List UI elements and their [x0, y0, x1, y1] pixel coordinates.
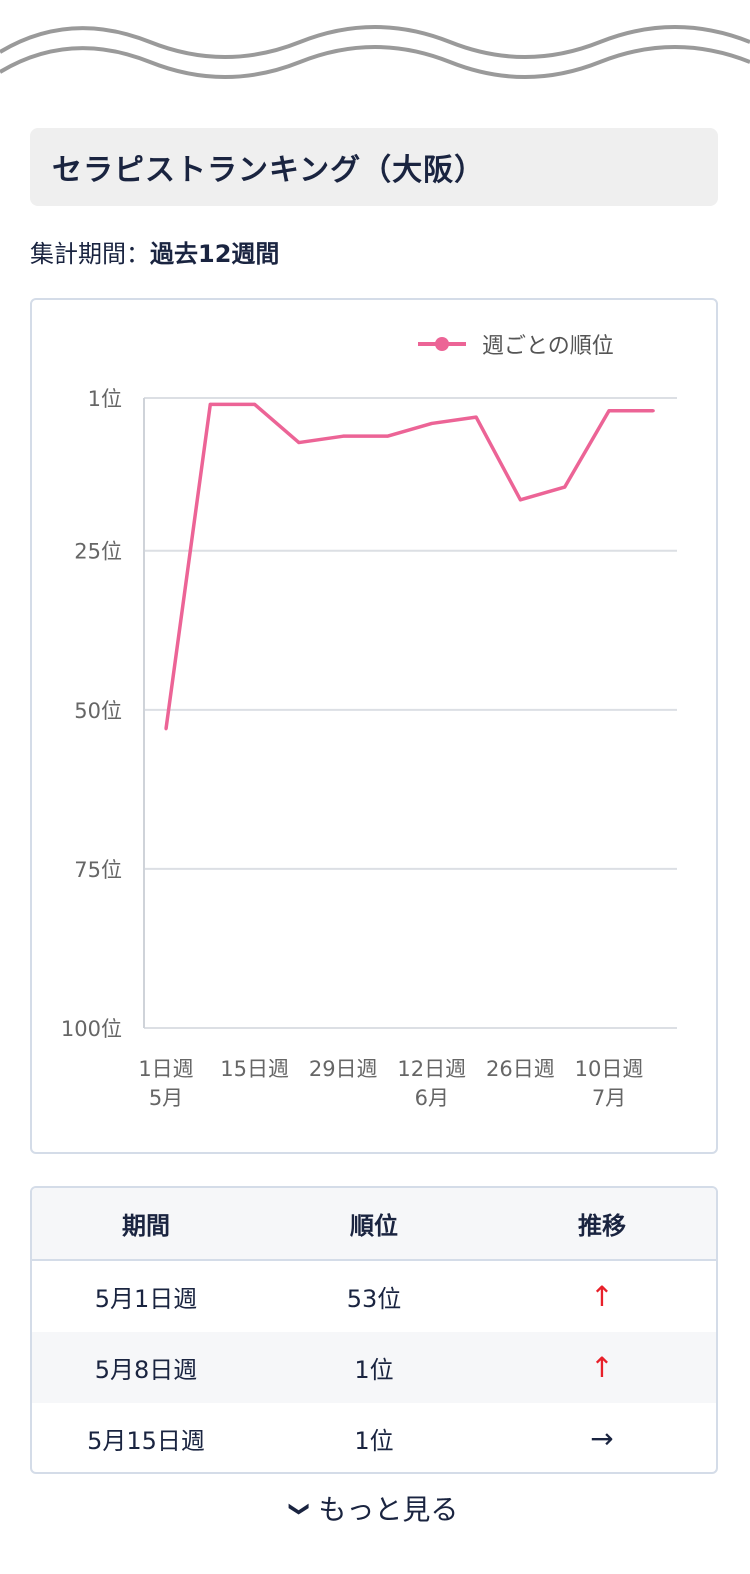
- legend-label: 週ごとの順位: [482, 334, 614, 359]
- y-tick-label: 1位: [88, 387, 122, 411]
- row-rank: 1位: [354, 1427, 394, 1455]
- data-point: [474, 415, 478, 419]
- row-rank: 1位: [354, 1356, 394, 1384]
- header-trend: 推移: [578, 1212, 626, 1240]
- data-point: [341, 434, 345, 438]
- x-tick-label: 26日週: [486, 1057, 555, 1081]
- data-point: [297, 441, 301, 445]
- section-title: セラピストランキング（大阪）: [30, 128, 718, 206]
- wave-divider: [0, 25, 750, 79]
- aggregation-period: 集計期間：過去12週間: [30, 234, 279, 269]
- table-row: 5月8日週 1位 ↑: [32, 1332, 716, 1403]
- period-value: 過去12週間: [150, 240, 280, 268]
- legend-swatch: [418, 334, 466, 354]
- x-tick-label: 10日週: [575, 1057, 644, 1081]
- table-row: 5月15日週 1位 →: [32, 1403, 716, 1472]
- data-point: [208, 402, 212, 406]
- y-tick-label: 25位: [74, 540, 122, 564]
- x-tick-sublabel: 5月: [149, 1086, 183, 1110]
- data-point: [518, 498, 522, 502]
- show-more-label: もっと見る: [318, 1493, 459, 1526]
- chevron-down-icon: ❯: [287, 1500, 312, 1518]
- x-tick-label: 12日週: [397, 1057, 466, 1081]
- y-tick-label: 50位: [74, 699, 122, 723]
- trend-up-icon: ↑: [590, 1351, 614, 1384]
- data-point: [386, 434, 389, 438]
- x-tick-label: 29日週: [309, 1057, 378, 1081]
- ranking-line-chart: 1位 25位 50位 75位 100位 1日週 5月 15日週 29日週 12日週 6月 26日週 10…: [61, 387, 677, 1110]
- row-period: 5月15日週: [87, 1427, 205, 1455]
- data-point: [164, 727, 168, 731]
- show-more-button[interactable]: ❯ もっと見る: [0, 1488, 750, 1528]
- header-rank: 順位: [350, 1212, 398, 1240]
- row-period: 5月8日週: [94, 1356, 198, 1384]
- data-point: [651, 409, 655, 413]
- x-tick-sublabel: 7月: [592, 1086, 626, 1110]
- ranking-table: 期間 順位 推移 5月1日週 53位 ↑ 5月8日週 1位 ↑ 5月15日週 1…: [30, 1186, 718, 1474]
- y-tick-label: 100位: [61, 1017, 122, 1041]
- series-line: [164, 402, 654, 730]
- data-point: [253, 402, 257, 406]
- data-point: [607, 409, 611, 413]
- x-tick-label: 1日週: [138, 1057, 193, 1081]
- trend-flat-icon: →: [590, 1422, 614, 1455]
- header-period: 期間: [122, 1212, 170, 1240]
- x-tick-sublabel: 6月: [415, 1086, 449, 1110]
- y-tick-label: 75位: [74, 858, 122, 882]
- x-tick-label: 15日週: [220, 1057, 289, 1081]
- data-point: [563, 485, 567, 489]
- ranking-chart-card: 1位 25位 50位 75位 100位 1日週 5月 15日週 29日週 12日週 6月 26日週 10…: [30, 298, 718, 1154]
- chart-legend[interactable]: 週ごとの順位: [418, 328, 614, 360]
- row-period: 5月1日週: [94, 1285, 198, 1313]
- row-rank: 53位: [346, 1285, 402, 1313]
- table-row: 5月1日週 53位 ↑: [32, 1261, 716, 1332]
- trend-up-icon: ↑: [590, 1280, 614, 1313]
- data-point: [430, 421, 434, 425]
- table-header-row: 期間 順位 推移: [32, 1188, 716, 1261]
- period-label: 集計期間：: [30, 240, 150, 268]
